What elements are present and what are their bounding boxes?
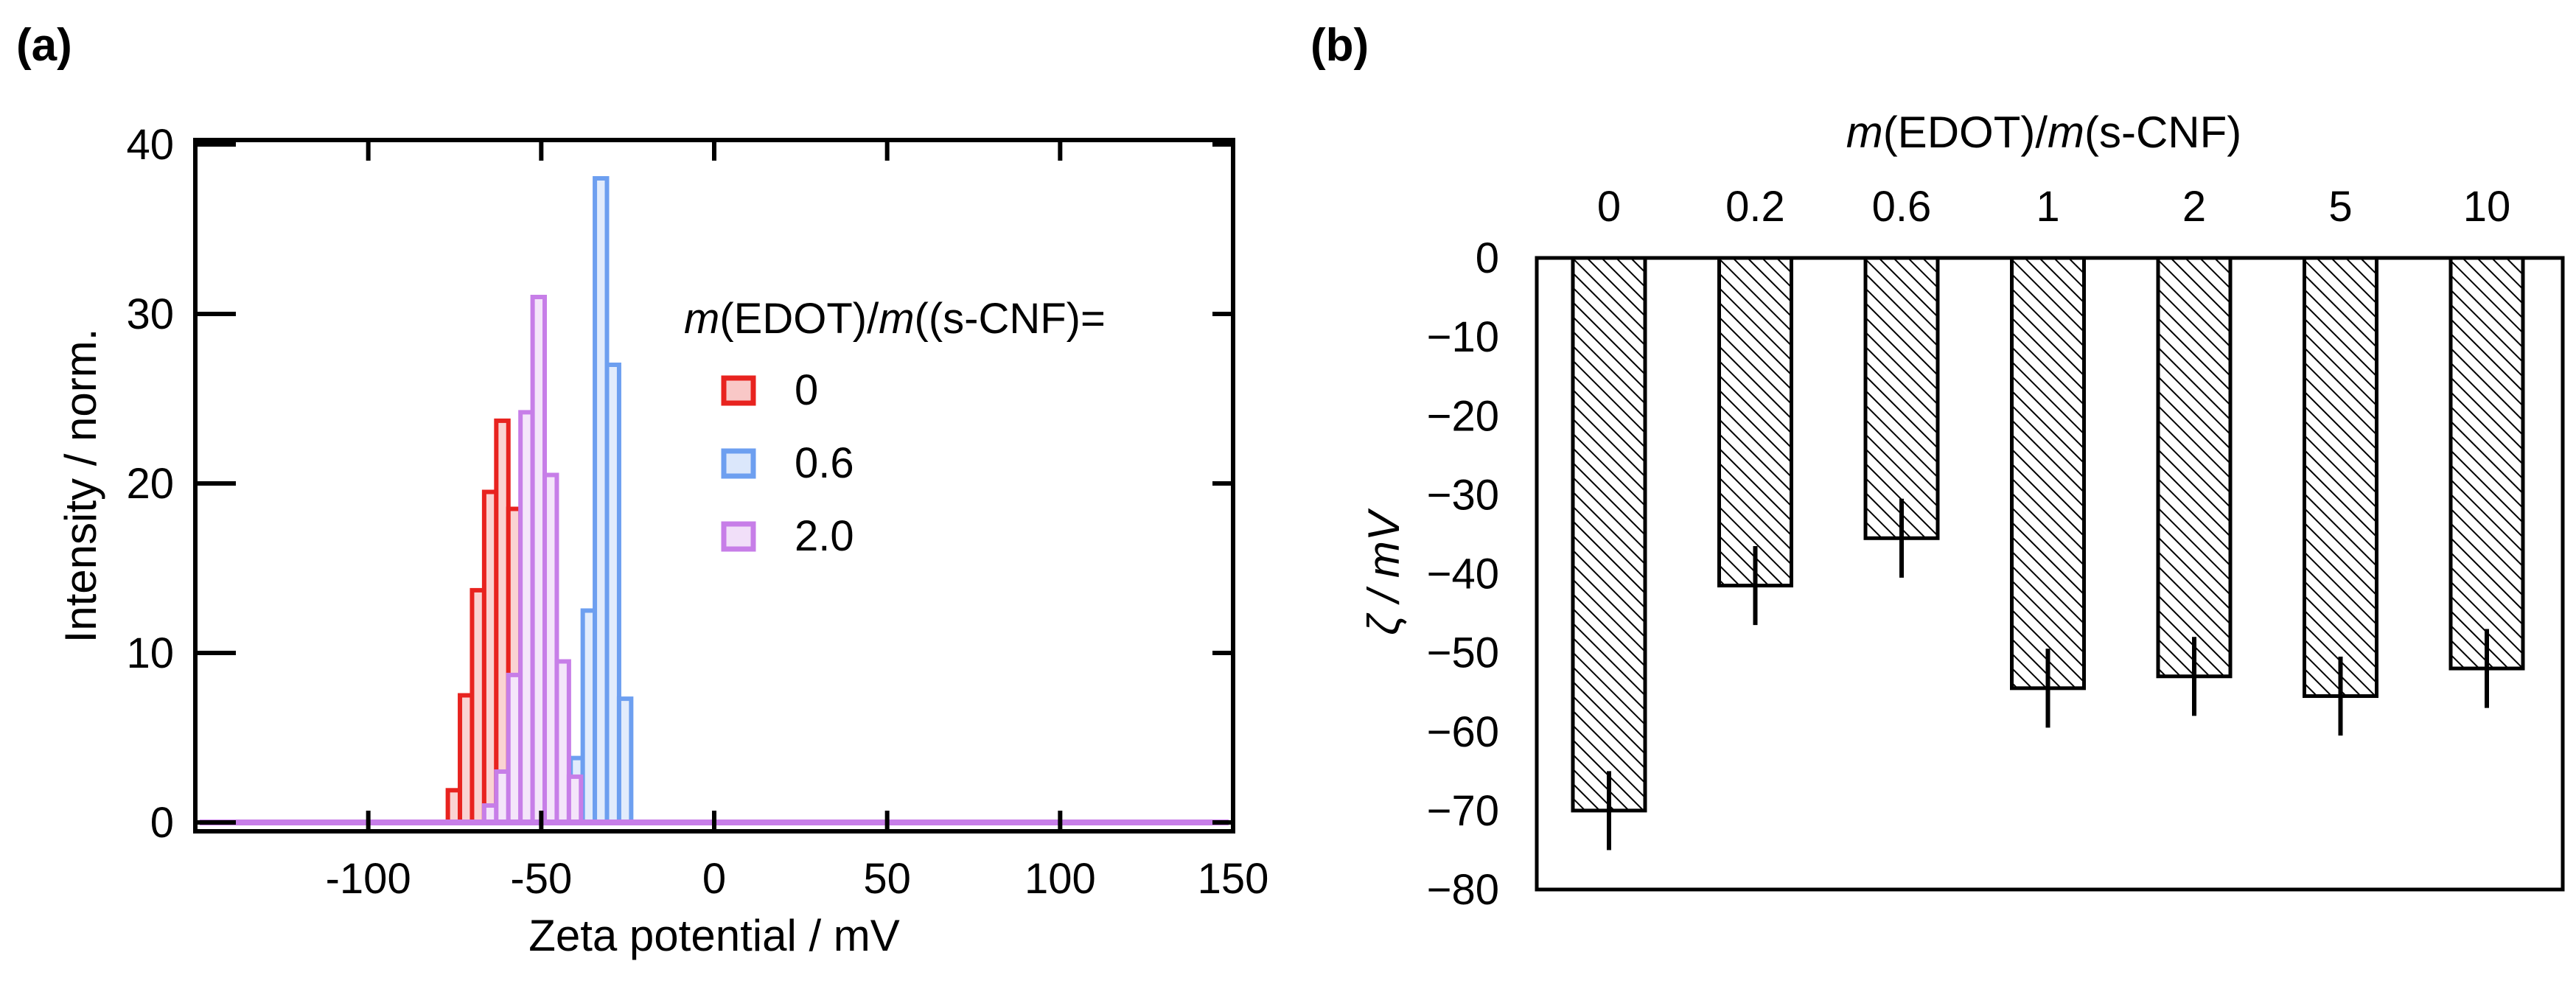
y-tick-label-0: 0 bbox=[150, 799, 174, 847]
y-axis-label: Intensity / norm. bbox=[56, 329, 105, 643]
category-label-1: 0.2 bbox=[1725, 183, 1785, 231]
top-title-cnf: (s-CNF) bbox=[2084, 108, 2241, 157]
category-label-3: 1 bbox=[2036, 183, 2059, 231]
zeta-symbol: ζ / mV bbox=[1359, 508, 1409, 635]
category-label-5: 5 bbox=[2328, 183, 2352, 231]
plot-frame-a bbox=[193, 138, 1235, 834]
top-title-m2: m bbox=[2048, 108, 2084, 157]
plot-frame-b bbox=[1535, 256, 2565, 892]
legend-label-0_6: 0.6 bbox=[795, 439, 854, 487]
x-tick-label-0: -100 bbox=[326, 855, 411, 903]
x-tick-label-4: 100 bbox=[1025, 855, 1096, 903]
error-bars bbox=[1607, 498, 2489, 850]
y-tick-label-4: 40 bbox=[126, 121, 174, 169]
category-labels: 0 0.2 0.6 1 2 5 10 bbox=[1597, 183, 2510, 231]
zeta-bar-4 bbox=[2156, 256, 2233, 679]
legend-label-0: 0 bbox=[795, 366, 818, 414]
zeta-bar-2 bbox=[1863, 256, 1940, 540]
y-tick-label-b-4: −40 bbox=[1427, 551, 1499, 598]
x-axis-label: Zeta potential / mV bbox=[528, 911, 900, 960]
top-title-m1: m bbox=[1846, 108, 1883, 157]
hist-bar-0_6-5 bbox=[616, 696, 634, 825]
zeta-bar-3 bbox=[2010, 256, 2086, 691]
panel-a-label: (a) bbox=[16, 20, 72, 71]
y-tick-label-b-2: −20 bbox=[1427, 392, 1499, 440]
y-tick-label-3: 30 bbox=[126, 290, 174, 338]
panel-b-bar-chart: (b) m(EDOT)/m(s-CNF) 0 0.2 0.6 1 2 5 10 0−10−2… bbox=[1310, 20, 2565, 914]
y-tick-label-1: 10 bbox=[126, 629, 174, 677]
category-label-4: 2 bbox=[2182, 183, 2206, 231]
y-tick-label-b-0: 0 bbox=[1476, 234, 1499, 282]
legend-title-cnf: ((s-CNF)= bbox=[915, 295, 1106, 343]
legend-title: m(EDOT)/m((s-CNF)= bbox=[684, 295, 1106, 343]
y-tick-label-b-3: −30 bbox=[1427, 471, 1499, 519]
panel-b-label: (b) bbox=[1310, 20, 1369, 71]
zeta-bars bbox=[1571, 256, 2525, 813]
category-label-6: 10 bbox=[2463, 183, 2511, 231]
y-axis-ticks: 0 10 20 30 40 bbox=[126, 121, 1233, 847]
x-axis-ticks: -100 -50 0 50 100 150 bbox=[326, 140, 1269, 903]
legend-entries: 0 0.6 2.0 bbox=[721, 366, 854, 560]
legend-swatch-0 bbox=[721, 375, 756, 406]
x-tick-label-5: 150 bbox=[1198, 855, 1269, 903]
legend-title-edot: (EDOT)/ bbox=[719, 295, 879, 343]
panel-a-histogram: (a) -100 -50 0 50 100 150 0 10 20 30 40 Zeta pote… bbox=[16, 20, 1268, 960]
histogram-bars bbox=[445, 176, 634, 825]
legend-swatch-0_6 bbox=[721, 448, 756, 479]
y-axis-label-b: ζ / mV bbox=[1359, 508, 1409, 635]
category-label-0: 0 bbox=[1597, 183, 1621, 231]
legend-title-m1: m bbox=[684, 295, 719, 343]
zeta-bar-6 bbox=[2448, 256, 2525, 671]
y-tick-label-b-8: −80 bbox=[1427, 866, 1499, 914]
x-tick-label-1: -50 bbox=[510, 855, 572, 903]
zeta-bar-0 bbox=[1571, 256, 1647, 813]
y-tick-label-b-7: −70 bbox=[1427, 787, 1499, 835]
y-tick-label-b-5: −50 bbox=[1427, 629, 1499, 677]
y-tick-label-b-6: −60 bbox=[1427, 708, 1499, 756]
category-label-2: 0.6 bbox=[1872, 183, 1932, 231]
zeta-bar-5 bbox=[2303, 256, 2378, 699]
y-axis-ticks-b: 0 −10 −20 −30 −40 −50 −60 −70 −80 bbox=[1427, 234, 1499, 914]
y-tick-label-2: 20 bbox=[126, 460, 174, 508]
hist-bar-2_0-7 bbox=[566, 774, 584, 825]
zeta-bar-1 bbox=[1717, 256, 1793, 588]
top-axis-title: m(EDOT)/m(s-CNF) bbox=[1846, 108, 2242, 157]
legend-label-2_0: 2.0 bbox=[795, 512, 854, 560]
legend-swatch-2_0 bbox=[721, 521, 756, 552]
x-tick-label-2: 0 bbox=[702, 855, 726, 903]
y-tick-label-b-1: −10 bbox=[1427, 313, 1499, 361]
top-title-edot: (EDOT)/ bbox=[1883, 108, 2048, 157]
legend-title-m2: m bbox=[879, 295, 914, 343]
x-tick-label-3: 50 bbox=[863, 855, 911, 903]
